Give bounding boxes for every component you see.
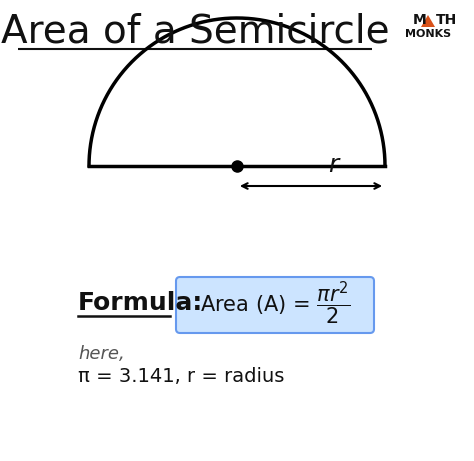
FancyBboxPatch shape — [176, 277, 374, 333]
Text: Area (A) = $\dfrac{\pi r^2}{2}$: Area (A) = $\dfrac{\pi r^2}{2}$ — [200, 279, 350, 327]
Polygon shape — [421, 15, 435, 27]
Text: r: r — [328, 153, 338, 177]
Text: MONKS: MONKS — [405, 29, 451, 39]
Text: π = 3.141, r = radius: π = 3.141, r = radius — [78, 367, 284, 386]
Text: TH: TH — [436, 13, 457, 27]
Text: here,: here, — [78, 345, 125, 363]
Text: Formula:: Formula: — [78, 291, 203, 315]
Text: Area of a Semicircle: Area of a Semicircle — [0, 13, 389, 51]
Text: M: M — [413, 13, 427, 27]
